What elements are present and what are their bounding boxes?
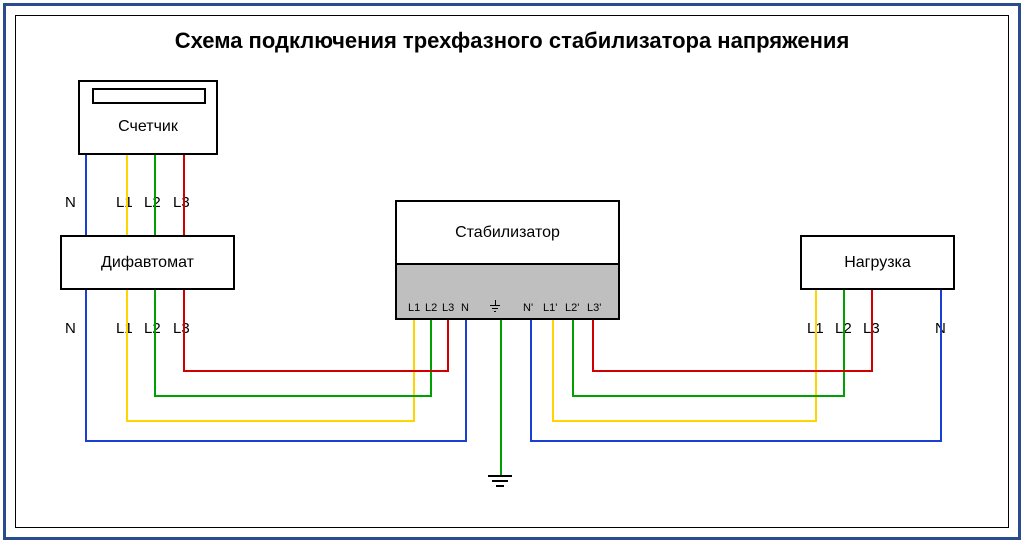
label-rcbo_out-L2: L2 [144, 320, 161, 337]
wire-rcbo-stab-L2_green-h [154, 395, 432, 397]
wire-rcbo-stab-L3_red-h [183, 370, 449, 372]
wire-meter-rcbo-L1_yellow [126, 155, 128, 235]
wire-rcbo-stab-L1_yellow-v1 [126, 290, 128, 420]
label-rcbo_out-L1: L1 [116, 320, 133, 337]
meter-slot-icon [92, 88, 206, 104]
wire-rcbo-stab-L3_red-v1 [183, 290, 185, 370]
wire-rcbo-stab-L1_yellow-h [126, 420, 415, 422]
stabilizer-label: Стабилизатор [455, 224, 560, 242]
stabilizer-box-top: Стабилизатор [395, 200, 620, 265]
wire-rcbo-stab-L3_red-v2 [447, 320, 449, 370]
wire-stab-load-Np_blue-v1 [530, 320, 532, 440]
wire-stab-load-Np_blue-v2 [940, 290, 942, 440]
wire-stab-load-L2p_green-v2 [843, 290, 845, 395]
label-meter_out-L2: L2 [144, 194, 161, 211]
wire-stab-load-L3p_red-v1 [592, 320, 594, 370]
label-stab-term-L2p: L2' [565, 302, 579, 314]
label-stab-term-L2: L2 [425, 302, 437, 314]
wire-rcbo-stab-L2_green-v1 [154, 290, 156, 395]
label-stab-term-L3p: L3' [587, 302, 601, 314]
rcbo-box: Дифавтомат [60, 235, 235, 290]
rcbo-label: Дифавтомат [101, 254, 194, 272]
label-meter_out-N: N [65, 194, 76, 211]
label-rcbo_out-L3: L3 [173, 320, 190, 337]
wire-stab-load-L1p_yellow-v1 [552, 320, 554, 420]
label-stab-term-L3: L3 [442, 302, 454, 314]
wire-stab-load-L3p_red-v2 [871, 290, 873, 370]
label-stab-term-L1: L1 [408, 302, 420, 314]
wire-meter-rcbo-L3_red [183, 155, 185, 235]
label-meter_out-L3: L3 [173, 194, 190, 211]
wire-stab-load-L3p_red-h [592, 370, 873, 372]
wire-rcbo-stab-N_blue-h [85, 440, 467, 442]
wire-stab-load-L1p_yellow-v2 [815, 290, 817, 420]
wire-stab-load-L1p_yellow-h [552, 420, 817, 422]
label-rcbo_out-N: N [65, 320, 76, 337]
wire-ground [500, 320, 502, 475]
label-stab-term-Nprime: N' [523, 302, 533, 314]
load-label: Нагрузка [844, 254, 911, 272]
wire-stab-load-Np_blue-h [530, 440, 942, 442]
wire-stab-load-L2p_green-v1 [572, 320, 574, 395]
wire-stab-load-L2p_green-h [572, 395, 845, 397]
wire-rcbo-stab-N_blue-v1 [85, 290, 87, 440]
label-meter_out-L1: L1 [116, 194, 133, 211]
label-stab-term-N: N [461, 302, 469, 314]
wire-meter-rcbo-N_blue [85, 155, 87, 235]
meter-label: Счетчик [118, 118, 178, 136]
wire-rcbo-stab-N_blue-v2 [465, 320, 467, 440]
label-stab-term-L1p: L1' [543, 302, 557, 314]
diagram-title: Схема подключения трехфазного стабилизат… [0, 28, 1024, 54]
wire-meter-rcbo-L2_green [154, 155, 156, 235]
wire-rcbo-stab-L2_green-v2 [430, 320, 432, 395]
load-box: Нагрузка [800, 235, 955, 290]
